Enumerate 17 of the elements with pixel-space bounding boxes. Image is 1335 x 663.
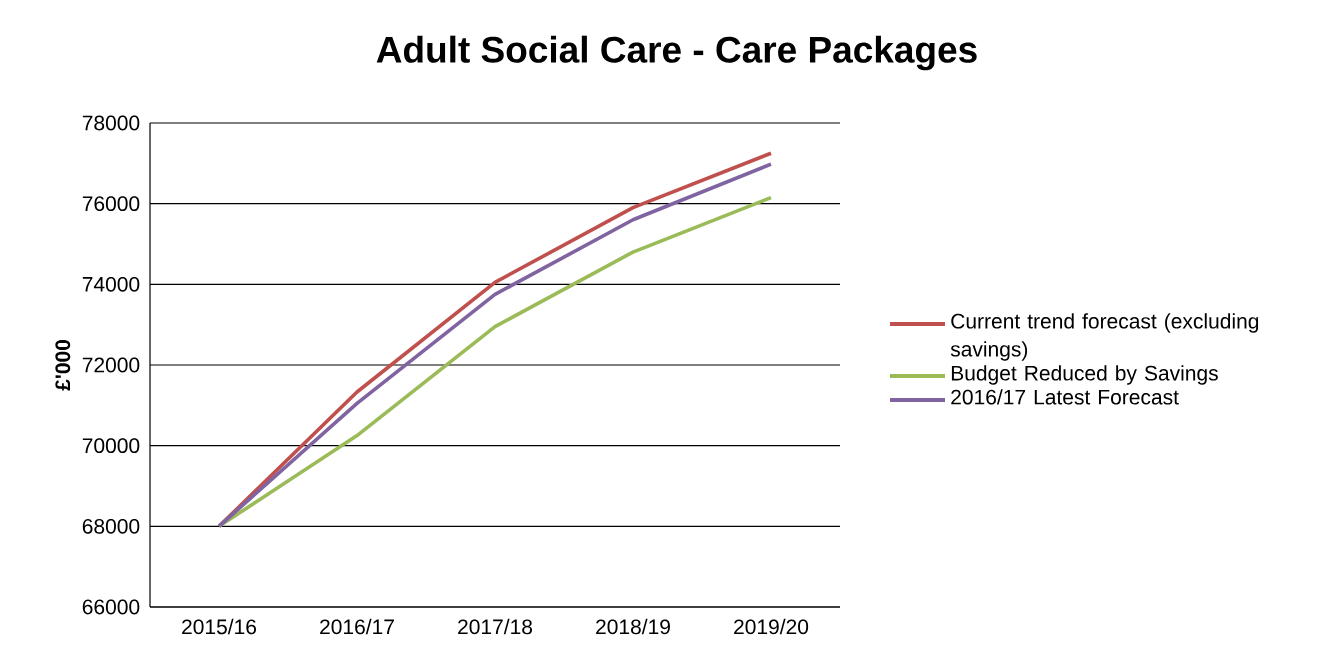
x-tick-label: 2016/17	[320, 618, 394, 635]
y-tick-label: 74000	[82, 276, 140, 292]
y-tick-label: 68000	[82, 518, 140, 534]
legend-label: Budget Reduced by Savings	[951, 365, 1218, 385]
y-tick-label: 66000	[82, 599, 140, 615]
y-axis-title: £'000	[55, 340, 71, 391]
legend-label: Current trend forecast (excluding savings)	[950, 313, 1259, 361]
chart-title: Adult Social Care - Care Packages	[376, 35, 977, 71]
x-tick-label: 2015/16	[182, 618, 257, 635]
y-tick-label: 70000	[82, 438, 140, 454]
y-tick-label: 72000	[82, 357, 140, 373]
y-tick-label: 76000	[82, 196, 140, 212]
x-tick-label: 2018/19	[596, 618, 670, 635]
x-tick-label: 2017/18	[458, 618, 533, 635]
legend-label: 2016/17 Latest Forecast	[951, 389, 1179, 405]
y-tick-label: 78000	[82, 115, 140, 131]
x-tick-label: 2019/20	[734, 618, 809, 635]
